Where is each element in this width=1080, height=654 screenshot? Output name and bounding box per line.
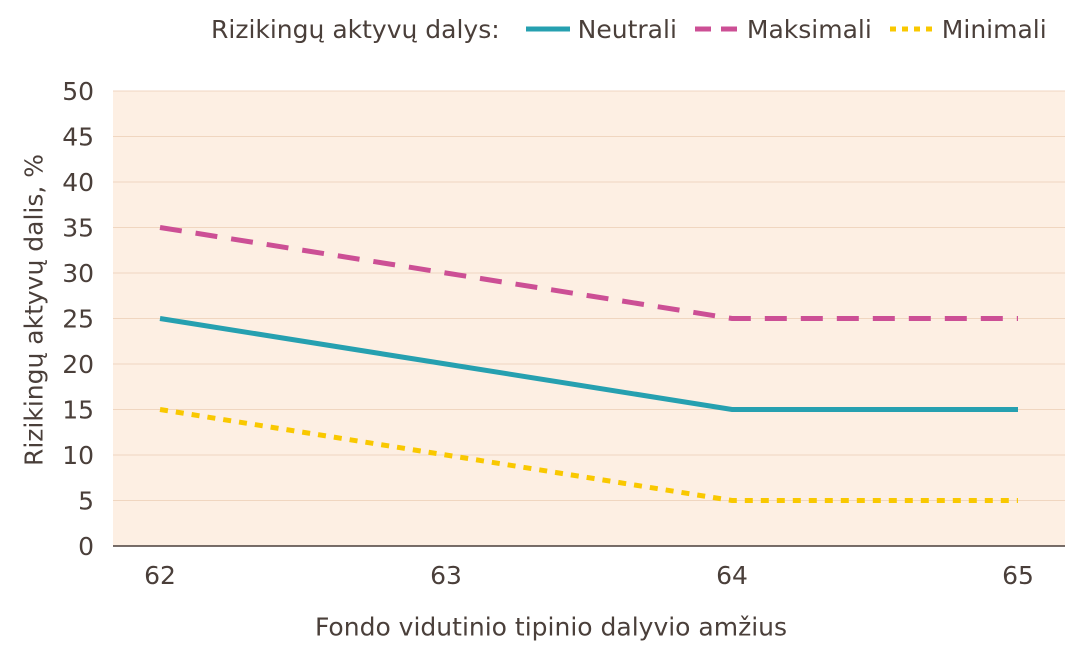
x-tick-label: 62 (144, 561, 176, 590)
y-tick-label: 40 (62, 168, 94, 197)
x-tick-label: 65 (1002, 561, 1034, 590)
series-lines (159, 225, 1018, 503)
gridlines (113, 90, 1065, 501)
legend-item-minimali: Minimali (889, 14, 1047, 44)
y-tick-label: 10 (62, 441, 94, 470)
legend-item-neutrali: Neutrali (525, 14, 677, 44)
y-tick-labels: 0 5 10 15 20 25 30 35 40 45 50 (62, 77, 94, 561)
y-tick-label: 25 (62, 305, 94, 334)
y-tick-label: 15 (62, 396, 94, 425)
y-tick-label: 35 (62, 214, 94, 243)
y-tick-label: 0 (78, 532, 94, 561)
chart-legend: Rizikingų aktyvų dalys: Neutrali Maksima… (211, 10, 1047, 48)
y-tick-label: 45 (62, 123, 94, 152)
legend-item-maksimali: Maksimali (694, 14, 872, 44)
y-tick-label: 30 (62, 259, 94, 288)
y-tick-label: 5 (78, 487, 94, 516)
legend-label-maksimali: Maksimali (746, 14, 872, 44)
y-tick-label: 20 (62, 350, 94, 379)
legend-label-minimali: Minimali (941, 14, 1047, 44)
legend-title: Rizikingų aktyvų dalys: (211, 14, 500, 44)
series-line-minimali (159, 407, 1018, 503)
legend-swatch-neutrali (525, 26, 570, 32)
x-tick-labels: 62 63 64 65 (144, 561, 1034, 590)
series-line-neutrali (159, 316, 1018, 412)
y-axis-label: Rizikingų aktyvų dalis, % (19, 153, 49, 467)
legend-swatch-minimali (889, 26, 934, 32)
x-tick-label: 63 (430, 561, 462, 590)
y-tick-label: 50 (62, 77, 94, 106)
series-line-maksimali (159, 225, 1018, 321)
x-tick-label: 64 (716, 561, 748, 590)
x-axis-label: Fondo vidutinio tipinio dalyvio amžius (314, 612, 788, 642)
legend-swatch-maksimali (694, 26, 739, 32)
legend-label-neutrali: Neutrali (577, 14, 677, 44)
